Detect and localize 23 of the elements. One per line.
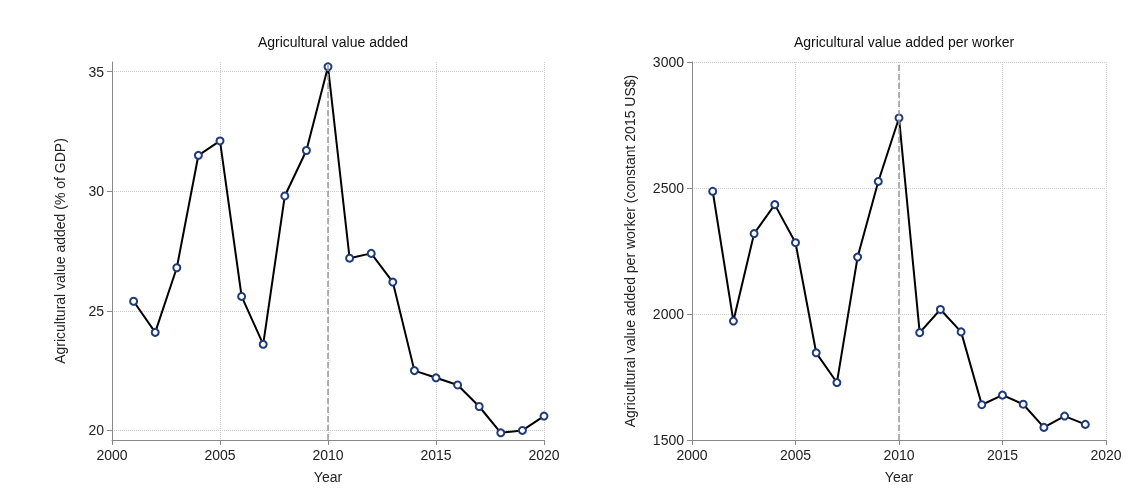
x-tick-label: 2010 (312, 447, 344, 463)
x-tick-label: 2010 (883, 447, 915, 463)
y-tick-label: 25 (88, 302, 105, 319)
chart-title: Agricultural value added (257, 34, 409, 50)
y-tick-label: 20 (88, 422, 105, 439)
x-tick-label: 2015 (420, 447, 452, 463)
chart-title: Agricultural value added per worker (793, 34, 1015, 50)
x-tick-label: 2005 (204, 447, 236, 463)
y-tick-label: 1500 (652, 432, 685, 448)
x-tick-label: 2015 (986, 447, 1019, 463)
x-tick-label: 2005 (779, 447, 812, 463)
y-axis-title: Agricultural value added (% of GDP) (52, 138, 68, 364)
y-tick-label: 2000 (652, 306, 685, 322)
y-axis-title: Agricultural value added per worker (constant 2015 US$) (622, 74, 638, 428)
y-tick-label: 35 (88, 63, 105, 80)
y-tick-label: 30 (88, 183, 105, 200)
x-axis-title: Year (313, 469, 343, 485)
x-tick-label: 2020 (1090, 447, 1122, 463)
x-tick-label: 2020 (528, 447, 560, 463)
y-tick-label: 3000 (652, 54, 685, 70)
x-tick-label: 2000 (676, 447, 708, 463)
y-tick-label: 2500 (652, 180, 685, 196)
x-axis-title: Year (884, 469, 914, 485)
